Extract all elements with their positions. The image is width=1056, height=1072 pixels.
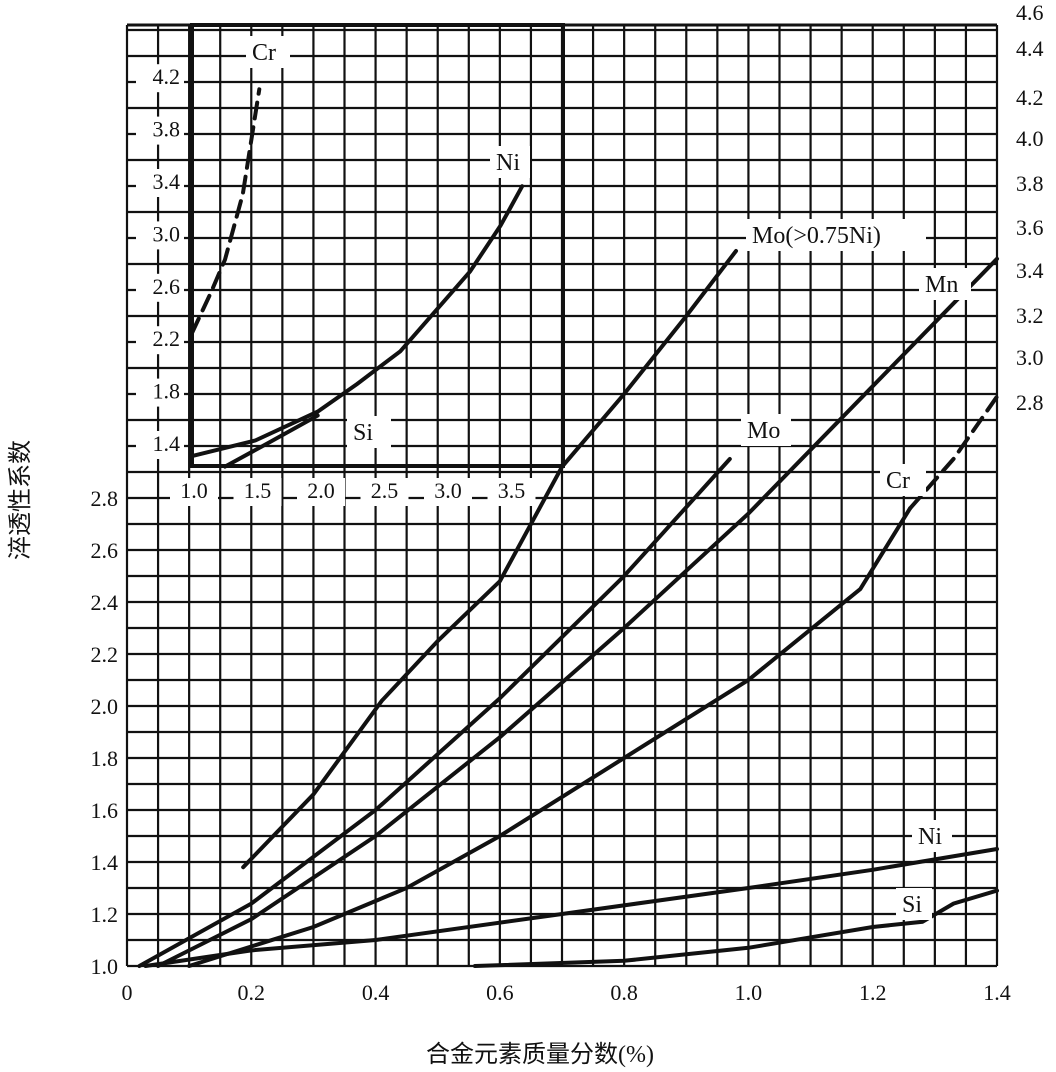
y-tick-label-left: 2.8 <box>91 486 119 511</box>
x-tick-label: 0.8 <box>610 980 638 1005</box>
curve-mo-0-75ni- <box>241 249 738 870</box>
curve-cr <box>187 506 912 968</box>
inset-y-tick-label-bg <box>136 64 184 93</box>
inset-x-tick-label-bg <box>297 478 345 506</box>
y-tick-label-right: 3.2 <box>1016 303 1044 328</box>
label-si-bg <box>896 888 932 920</box>
inset-label-si-bg <box>347 416 391 448</box>
inset-x-tick-label-bg <box>170 478 218 506</box>
inset-label-ni: Ni <box>496 150 520 176</box>
inset-x-tick-label-bg <box>233 478 282 506</box>
inset-x-tick-label: 2.5 <box>371 478 399 503</box>
inset-y-tick-label-bg <box>136 169 184 197</box>
inset-x-tick-label: 1.5 <box>244 478 272 503</box>
inset-x-tick-label-bg <box>360 478 409 506</box>
inset-y-tick-label-bg <box>136 221 184 250</box>
y-tick-label-right: 3.8 <box>1016 171 1044 196</box>
inset-label-ni-bg <box>490 146 530 178</box>
y-tick-label-right: 3.0 <box>1016 345 1044 370</box>
y-tick-label-right: 2.8 <box>1016 390 1044 415</box>
inset-y-tick-label-bg <box>136 431 184 459</box>
y-tick-label-left: 2.4 <box>91 590 119 615</box>
y-tick-label-right: 4.6 <box>1016 0 1044 25</box>
label-mn-bg <box>919 268 971 300</box>
inset-curve-ni <box>190 184 525 459</box>
y-tick-label-left: 1.8 <box>91 746 119 771</box>
inset-y-tick-label: 1.4 <box>153 431 181 456</box>
y-axis-title: 淬透性系数 <box>7 440 34 560</box>
inset-y-tick-label: 2.6 <box>153 274 181 299</box>
inset-x-tick-label-bg <box>487 478 536 506</box>
y-tick-label-left: 1.0 <box>91 954 119 979</box>
label-mo-075ni: Mo(>0.75Ni) <box>752 223 881 249</box>
label-si: Si <box>902 892 922 918</box>
curve-labels: Mo(>0.75Ni) Mn Mo Cr Ni Si Cr Ni Si <box>246 36 971 920</box>
y-tick-label-left: 2.0 <box>91 694 119 719</box>
inset-curve-cr <box>190 87 262 335</box>
main-curves <box>137 249 999 968</box>
inset-y-tick-label: 3.0 <box>153 221 181 246</box>
inset-y-tick-label: 2.2 <box>153 326 181 351</box>
inset-x-tick-label-bg <box>424 478 472 506</box>
y-tick-label-left: 2.2 <box>91 642 119 667</box>
label-cr-bg <box>880 464 926 496</box>
label-mn: Mn <box>925 272 958 298</box>
y-tick-label-left: 1.4 <box>91 850 119 875</box>
y-tick-label-right: 4.0 <box>1016 126 1044 151</box>
inset-label-cr: Cr <box>252 40 276 66</box>
curve-si <box>473 888 999 968</box>
x-tick-label: 0.4 <box>362 980 390 1005</box>
inset-border <box>190 23 565 468</box>
y-tick-label-left: 1.6 <box>91 798 119 823</box>
inset-x-tick-label: 1.0 <box>180 478 208 503</box>
x-tick-label: 1.0 <box>735 980 763 1005</box>
inset-y-tick-label: 3.4 <box>153 169 181 194</box>
inset-y-tick-label-bg <box>136 326 184 355</box>
curve-mo <box>137 457 732 968</box>
inset-y-tick-label-bg <box>136 116 184 145</box>
y-tick-label-left: 2.6 <box>91 538 119 563</box>
label-mo-bg <box>741 414 791 446</box>
x-axis-title: 合金元素质量分数(%) <box>426 1041 654 1068</box>
y-tick-label-right: 3.4 <box>1016 258 1044 283</box>
inset-x-tick-label: 3.5 <box>498 478 526 503</box>
x-tick-label: 0.2 <box>238 980 266 1005</box>
label-ni: Ni <box>918 824 942 850</box>
y-tick-label-right: 4.4 <box>1016 36 1044 61</box>
inset-x-tick-label: 2.0 <box>307 478 335 503</box>
inset-curve-si <box>223 413 320 469</box>
inset-y-tick-label-bg <box>136 273 184 302</box>
inset-y-tick-label: 3.8 <box>153 117 181 142</box>
inset-y-tick-label-bg <box>136 378 184 407</box>
label-mo: Mo <box>747 418 780 444</box>
inset-chart <box>190 23 565 469</box>
y-tick-label-left: 1.2 <box>91 902 119 927</box>
y-tick-label-right: 4.2 <box>1016 85 1044 110</box>
inset-label-si: Si <box>353 420 373 446</box>
x-tick-label: 0.6 <box>486 980 514 1005</box>
x-tick-label: 1.2 <box>859 980 887 1005</box>
inset-y-tick-label: 4.2 <box>153 64 181 89</box>
x-tick-label: 1.4 <box>983 980 1011 1005</box>
label-cr: Cr <box>886 468 910 494</box>
x-tick-label: 0 <box>122 980 133 1005</box>
label-mo-075ni-bg <box>746 219 926 251</box>
y-tick-label-right: 3.6 <box>1016 215 1044 240</box>
inset-x-tick-label: 3.0 <box>434 478 462 503</box>
label-ni-bg <box>912 820 952 852</box>
curve-ni <box>143 847 999 968</box>
axis-ticks: 0 0.2 0.4 0.6 0.8 1.0 1.2 1.4 1.0 1.2 1.4 1.6 1.8 2.0… <box>91 0 1044 1005</box>
curve-mn <box>156 256 999 968</box>
inset-label-cr-bg <box>246 36 290 68</box>
curve-cr-dashed <box>908 394 999 511</box>
inset-y-tick-label: 1.8 <box>153 379 181 404</box>
